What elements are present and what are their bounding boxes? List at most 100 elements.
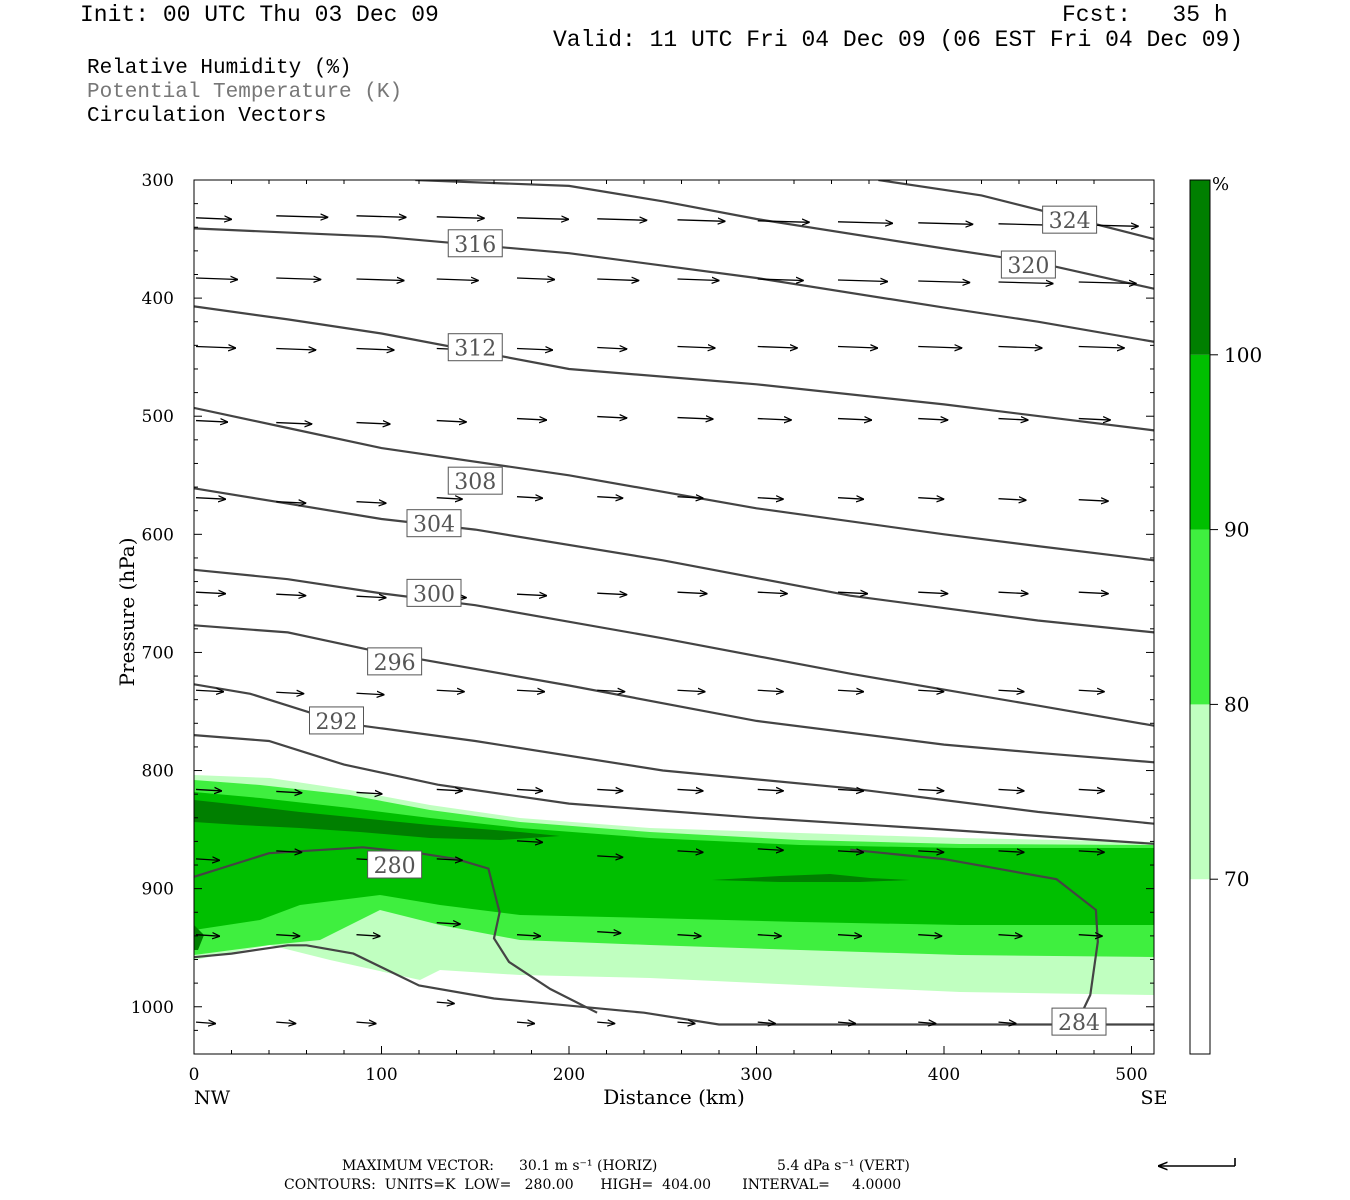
circulation-vector — [436, 1002, 455, 1004]
circulation-vector — [1078, 592, 1109, 594]
circulation-vector — [677, 220, 726, 222]
contour-label-324: 324 — [1049, 209, 1091, 234]
circulation-vector — [757, 1022, 776, 1024]
circulation-vector — [276, 1022, 296, 1024]
circulation-vector — [837, 222, 893, 224]
y-tick-label: 500 — [142, 407, 174, 427]
circulation-vector — [998, 347, 1043, 349]
circulation-vector — [195, 690, 224, 692]
x-tick-label: 400 — [928, 1065, 960, 1085]
theta-contour-324 — [878, 180, 1154, 241]
circulation-vectors — [195, 216, 1139, 1024]
max-vector-vert: 5.4 dPa s⁻¹ (VERT) — [777, 1158, 910, 1174]
circulation-vector — [597, 1022, 615, 1024]
circulation-vector — [195, 347, 236, 349]
contour-label-box — [447, 333, 503, 362]
x-tick-label: 500 — [1115, 1065, 1147, 1085]
circulation-vector — [195, 859, 220, 861]
circulation-vector — [276, 791, 302, 793]
circulation-vector — [195, 421, 228, 423]
rh-100-plus-mid — [712, 874, 910, 882]
circulation-vector — [276, 594, 306, 596]
circulation-vector — [677, 789, 704, 791]
x-tick-label: 200 — [553, 1065, 585, 1085]
circulation-vector — [436, 498, 463, 500]
contour-label-292: 292 — [316, 710, 358, 735]
circulation-vector — [837, 498, 864, 500]
y-tick-label: 1000 — [131, 998, 174, 1018]
theta-contour-308 — [194, 406, 1154, 562]
circulation-vector — [1078, 500, 1109, 502]
circulation-vector — [677, 690, 706, 692]
circulation-vector — [998, 419, 1029, 421]
circulation-vector — [1078, 347, 1125, 349]
init-time: Init: 00 UTC Thu 03 Dec 09 — [80, 2, 439, 28]
rh-shading — [194, 775, 1154, 995]
circulation-vector — [757, 279, 804, 281]
circulation-vector — [597, 593, 627, 595]
circulation-vector — [356, 423, 391, 425]
contour-label-box — [1042, 205, 1098, 234]
circulation-vector — [276, 423, 312, 425]
circulation-vector — [998, 1022, 1017, 1024]
circulation-vector — [918, 935, 942, 937]
circulation-vector — [195, 498, 226, 500]
colorbar-frame — [1189, 179, 1211, 1055]
circulation-vector — [356, 792, 383, 794]
colorbar-band — [1190, 354, 1210, 530]
theta-contour-316 — [194, 227, 1154, 343]
circulation-vector — [195, 592, 226, 594]
theta-contour-280 — [194, 846, 598, 1014]
circulation-vector — [757, 690, 784, 692]
circulation-vector — [276, 935, 300, 937]
circulation-vector — [597, 789, 623, 791]
circulation-vector — [918, 347, 962, 349]
field-theta: Potential Temperature (K) — [87, 81, 403, 104]
circulation-vector — [597, 417, 627, 419]
circulation-vector — [677, 497, 704, 499]
y-tick-label: 900 — [142, 880, 174, 900]
circulation-vector — [276, 216, 328, 218]
max-vector-title: MAXIMUM VECTOR: — [342, 1158, 494, 1174]
circulation-vector — [1078, 935, 1103, 937]
theta-contour-284 — [194, 944, 1154, 1026]
circulation-vector — [757, 419, 792, 421]
circulation-vector — [436, 789, 463, 791]
x-axis-label: Distance (km) — [603, 1085, 745, 1109]
circulation-vector — [276, 692, 304, 694]
circulation-vector — [837, 347, 878, 349]
theta-contour-300 — [194, 568, 1154, 727]
y-tick-label: 800 — [142, 762, 174, 782]
circulation-vector — [998, 851, 1025, 853]
valid-time: Valid: 11 UTC Fri 04 Dec 09 (06 EST Fri … — [553, 27, 1244, 53]
circulation-vector — [276, 502, 306, 504]
x-tick-label: 0 — [189, 1065, 200, 1085]
colorbar-band — [1190, 529, 1210, 705]
circulation-vector — [677, 1022, 696, 1024]
circulation-vector — [597, 219, 647, 221]
x-end-label-nw: NW — [194, 1087, 231, 1109]
circulation-vector — [677, 279, 720, 281]
plot-frame — [193, 179, 1155, 1055]
circulation-vector — [837, 280, 888, 282]
circulation-vector — [356, 349, 395, 351]
contour-info: CONTOURS: UNITS=K LOW= 280.00 HIGH= 404.… — [284, 1177, 902, 1193]
circulation-vector — [436, 690, 465, 692]
contour-label-308: 308 — [454, 470, 496, 495]
colorbar-label: 100 — [1224, 343, 1262, 367]
circulation-vector — [356, 1022, 377, 1024]
circulation-vector — [436, 279, 479, 281]
y-tick-label: 300 — [142, 171, 174, 191]
circulation-vector — [195, 218, 232, 220]
circulation-vector — [757, 221, 810, 223]
circulation-vector — [597, 856, 623, 858]
circulation-vector — [677, 592, 708, 594]
rh-100-plus — [194, 800, 560, 840]
circulation-vector — [516, 218, 569, 220]
theta-contour-296 — [194, 624, 1154, 764]
colorbar-unit: % — [1212, 174, 1229, 195]
circulation-vector — [918, 1022, 936, 1024]
max-vector-horiz: 30.1 m s⁻¹ (HORIZ) — [519, 1158, 658, 1174]
circulation-vector — [516, 419, 547, 421]
